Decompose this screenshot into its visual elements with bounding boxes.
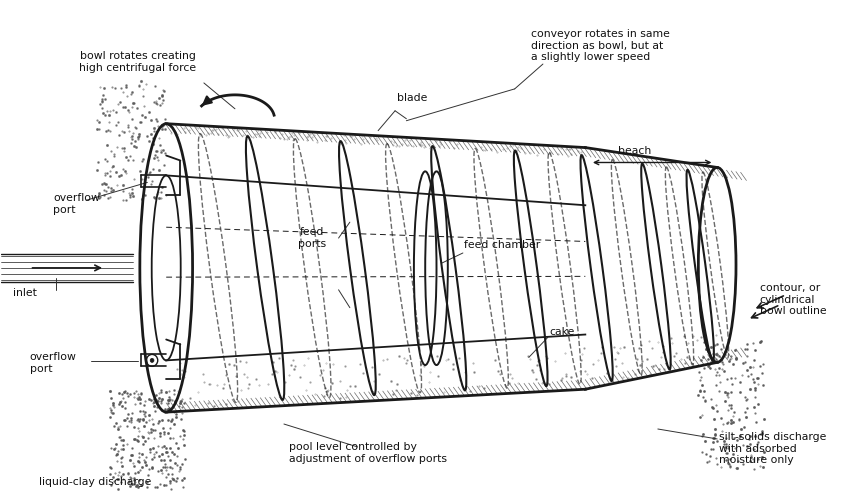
Text: inlet: inlet xyxy=(13,288,36,298)
Text: overflow
port: overflow port xyxy=(29,352,77,374)
Text: blade: blade xyxy=(397,93,427,103)
Text: feed
ports: feed ports xyxy=(298,228,326,249)
Text: liquid-clay discharge: liquid-clay discharge xyxy=(40,476,151,486)
Text: bowl rotates creating
high centrifugal force: bowl rotates creating high centrifugal f… xyxy=(79,51,197,72)
Text: pool level controlled by
adjustment of overflow ports: pool level controlled by adjustment of o… xyxy=(288,442,447,464)
Text: overflow
port: overflow port xyxy=(53,194,100,215)
Text: contour, or
cylindrical
bowl outline: contour, or cylindrical bowl outline xyxy=(759,283,826,316)
Text: beach: beach xyxy=(617,146,651,156)
Circle shape xyxy=(151,358,154,362)
Text: silt-solids discharge
with adsorbed
moisture only: silt-solids discharge with adsorbed mois… xyxy=(719,432,827,465)
Text: cake: cake xyxy=(549,326,575,336)
Text: feed chamber: feed chamber xyxy=(464,240,540,250)
Text: conveyor rotates in same
direction as bowl, but at
a slightly lower speed: conveyor rotates in same direction as bo… xyxy=(531,29,669,62)
